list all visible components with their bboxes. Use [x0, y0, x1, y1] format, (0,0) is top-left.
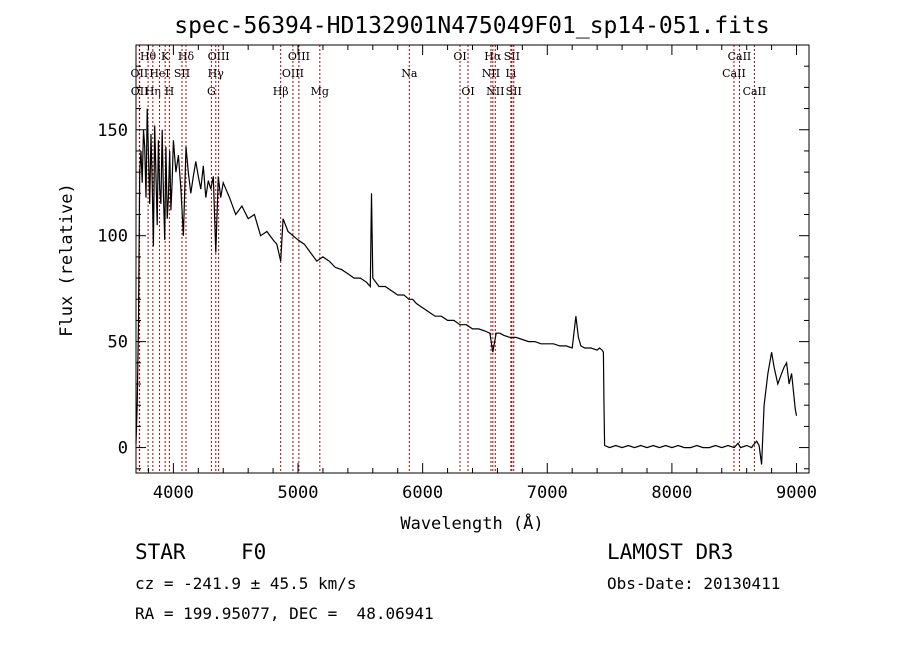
line-label-27: CaII: [743, 85, 767, 98]
chart-title: spec-56394-HD132901N475049F01_sp14-051.f…: [174, 13, 769, 39]
line-label-11: G: [207, 85, 216, 98]
x-tick-label: 8000: [651, 483, 692, 503]
y-tick-labels: 0 50 100 150: [97, 121, 128, 459]
obs-date-label: Obs-Date: 20130411: [607, 574, 781, 593]
line-label-4: HeI: [149, 67, 169, 80]
y-tick-label: 0: [118, 439, 128, 459]
x-axis-label: Wavelength (Å): [400, 512, 543, 534]
survey-label: LAMOST DR3: [607, 540, 734, 564]
line-label-10: Hγ: [208, 67, 225, 80]
plot-frame: [135, 44, 810, 474]
line-label-13: OIII: [288, 50, 310, 63]
line-label-6: H: [165, 85, 175, 98]
line-label-3: Hη: [145, 85, 161, 98]
y-axis-label: Flux (relative): [57, 183, 77, 337]
line-label-5: K: [161, 50, 170, 63]
line-label-25: CaII: [728, 50, 752, 63]
line-label-14: OIII: [282, 67, 304, 80]
line-label-18: OI: [461, 85, 474, 98]
line-label-15: Mg: [311, 85, 329, 98]
line-label-19: Hα: [484, 50, 502, 63]
axis-ticks: [136, 45, 809, 473]
line-label-24: SII: [506, 85, 522, 98]
line-label-0: Hθ: [140, 50, 157, 63]
x-tick-label: 5000: [278, 483, 319, 503]
line-label-9: OIII: [208, 50, 230, 63]
y-tick-label: 150: [97, 121, 128, 141]
x-tick-label: 4000: [153, 483, 194, 503]
x-tick-label: 7000: [527, 483, 568, 503]
line-label-20: NII: [482, 67, 500, 80]
line-label-17: OI: [453, 50, 466, 63]
line-label-21: NII: [486, 85, 504, 98]
subclass-label: F0: [241, 540, 267, 564]
line-label-2: OII: [131, 85, 149, 98]
line-label-22: SII: [504, 50, 520, 63]
coordinates-label: RA = 199.95077, DEC = 48.06941: [135, 604, 434, 623]
spectrum-line: [135, 108, 798, 465]
line-label-12: Hβ: [273, 85, 289, 98]
x-tick-label: 9000: [776, 483, 817, 503]
class-label: STAR: [135, 540, 186, 564]
y-tick-label: 50: [108, 333, 128, 353]
line-label-26: CaII: [722, 67, 746, 80]
redshift-label: cz = -241.9 ± 45.5 km/s: [135, 574, 357, 593]
y-tick-label: 100: [97, 227, 128, 247]
x-tick-labels: 4000 5000 6000 7000 8000 9000: [153, 483, 817, 503]
line-label-16: Na: [401, 67, 418, 80]
line-label-23: Li: [505, 67, 516, 80]
x-tick-label: 6000: [402, 483, 443, 503]
line-label-7: SII: [174, 67, 190, 80]
line-label-8: Hδ: [178, 50, 195, 63]
